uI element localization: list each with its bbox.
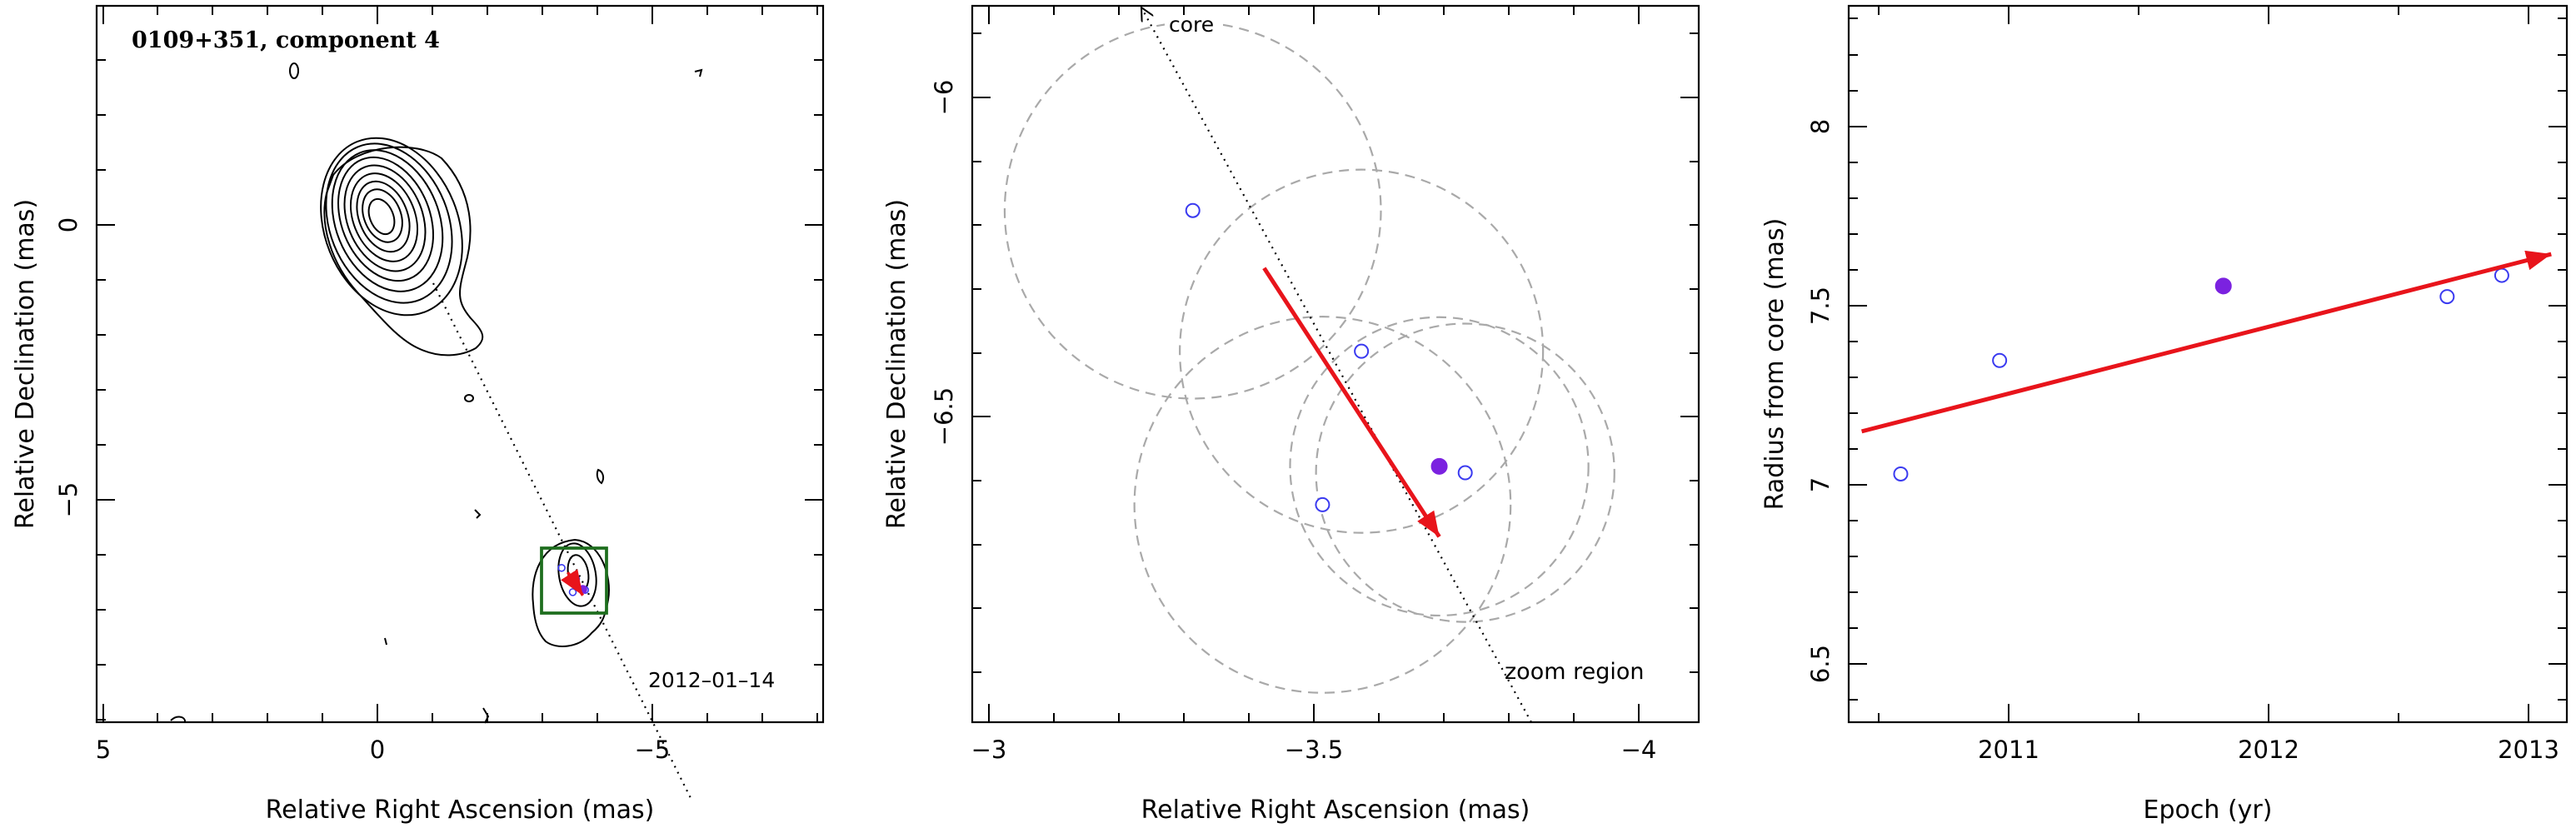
p1-xtick-label: −5: [635, 736, 671, 764]
p2-frame: [971, 4, 1700, 724]
p2-ridge-line: [1141, 7, 1532, 723]
core-label-bg: [1165, 10, 1223, 38]
p3-ytick-label: 6.5: [1806, 645, 1835, 683]
p2-ticks: [972, 6, 1699, 722]
p3-xtick-label: 2012: [2238, 736, 2299, 764]
motion-arrow: [561, 569, 585, 596]
p3-points: [1893, 267, 2509, 481]
p1-xtick-label: 0: [370, 736, 385, 764]
p1-content: [170, 62, 703, 801]
p1-frame: [95, 4, 825, 724]
contour-10: [367, 197, 396, 236]
contour-4: [331, 149, 444, 292]
position-point: [1457, 465, 1473, 481]
p2-y-axis-label: Relative Declination (mas): [882, 199, 911, 529]
p1-ytick-label: 0: [54, 217, 82, 232]
motion-arrow: [1262, 267, 1441, 538]
contour-3: [325, 142, 453, 304]
contour-island: [474, 509, 482, 519]
p2-ytick-label: −6.5: [930, 387, 958, 446]
contour-7: [349, 172, 419, 262]
contour-component: [532, 538, 610, 647]
zoom-region-label: zoom region: [1505, 659, 1644, 685]
contour-component-inner: [557, 542, 597, 607]
zoom-boxes: [540, 546, 608, 615]
p2-xtick-label: −3: [971, 736, 1007, 764]
component-point: [568, 588, 577, 596]
position-point: [1315, 496, 1330, 512]
p3-ytick-label: 7.5: [1806, 287, 1835, 325]
data-point: [2439, 289, 2455, 305]
position-point: [1354, 343, 1370, 359]
p1-title: 0109+351, component 4: [132, 27, 440, 53]
contour-island: [170, 716, 186, 722]
p1-x-axis-label: Relative Right Ascension (mas): [266, 796, 655, 825]
contour-island: [464, 394, 474, 402]
data-point: [1992, 352, 2008, 368]
p3-y-axis-label: Radius from core (mas): [1760, 218, 1790, 511]
fit-arrow: [1860, 250, 2552, 434]
data-point: [2494, 267, 2509, 283]
p1-ticks: [97, 6, 823, 722]
p1-xtick-label: 5: [96, 736, 111, 764]
contour-island: [384, 637, 387, 646]
uncertainty-circle: [1179, 168, 1545, 534]
zoom-box: [540, 546, 608, 615]
p2-xtick-label: −3.5: [1285, 736, 1343, 764]
p2-xtick-label: −4: [1621, 736, 1657, 764]
contour-island: [289, 62, 299, 79]
contour-9: [362, 188, 403, 243]
p3-ytick-label: 7: [1806, 477, 1835, 492]
core-label: core: [1169, 12, 1214, 37]
p3-ytick-label: 8: [1806, 119, 1835, 134]
contour-island: [596, 468, 605, 485]
p2-uncertainty-circles: [1003, 21, 1615, 694]
p1-epoch-label: 2012–01–14: [648, 668, 775, 692]
data-point-filled: [2214, 277, 2232, 295]
p1-ytick-label: −5: [54, 482, 82, 518]
panel-contour-map: 0109+351, component 4 2012–01–14 5 0 −5 …: [11, 4, 825, 825]
p3-xtick-label: 2013: [2498, 736, 2559, 764]
p2-x-axis-label: Relative Right Ascension (mas): [1141, 796, 1530, 825]
contour-set: [170, 62, 703, 724]
p3-frame: [1847, 4, 2569, 724]
panel-zoom: core zoom region −3 −3.5 −4 −6 −6.5 Rela…: [882, 4, 1700, 825]
uncertainty-circle: [1315, 322, 1615, 623]
position-point: [1185, 202, 1201, 218]
contour-5: [337, 156, 434, 282]
p2-points: [1185, 202, 1473, 512]
panel-radius-vs-epoch: 2011 2012 2013 6.5 7 7.5 8 Epoch (yr) Ra…: [1760, 4, 2569, 825]
p1-ridge-line: [432, 282, 692, 801]
p3-x-axis-label: Epoch (yr): [2144, 796, 2273, 825]
uncertainty-circle: [1133, 316, 1512, 694]
p2-ytick-label: −6: [930, 80, 958, 116]
data-point: [1893, 466, 1909, 481]
contour-2: [320, 137, 463, 317]
position-point-filled: [1430, 457, 1448, 475]
contour-island: [694, 68, 703, 77]
contour-8: [356, 180, 411, 253]
uncertainty-circle: [1289, 316, 1590, 617]
p1-y-axis-label: Relative Declination (mas): [11, 199, 40, 529]
p3-ticks: [1849, 6, 2567, 722]
p3-xtick-label: 2011: [1978, 736, 2039, 764]
contour-6: [343, 164, 427, 272]
